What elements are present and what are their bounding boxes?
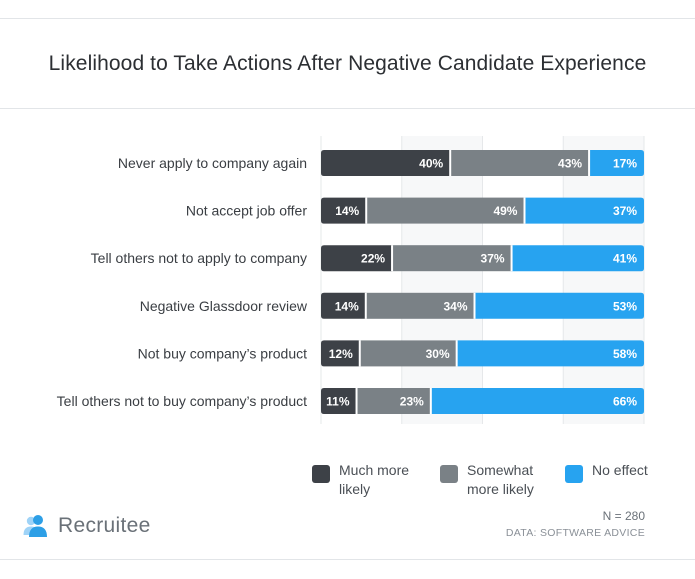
data-label-never-apply-to-company-again-somewhat-more-likely: 43%: [558, 157, 582, 171]
data-label-not-accept-job-offer-much-more-likely: 14%: [335, 204, 359, 218]
legend-item-much-more-likely: Much more likely: [312, 461, 425, 499]
data-label-tell-others-not-to-buy-company-s-product-somewhat-more-likely: 23%: [400, 395, 424, 409]
bar-tell-others-not-to-buy-company-s-product-much-more-likely: [321, 388, 357, 414]
grid-band: [401, 136, 483, 424]
data-label-negative-glassdoor-review-no-effect: 53%: [613, 299, 637, 313]
category-label-negative-glassdoor-review: Negative Glassdoor review: [140, 298, 308, 314]
bar-negative-glassdoor-review-much-more-likely: [321, 292, 366, 319]
legend-swatch-somewhat-more-likely: [440, 465, 458, 483]
bar-negative-glassdoor-review-no-effect: [474, 292, 644, 319]
legend-label-no-effect: No effect: [592, 462, 648, 478]
bar-tell-others-not-to-apply-to-company-somewhat-more-likely: [392, 245, 512, 272]
bar-never-apply-to-company-again-somewhat-more-likely: [450, 150, 590, 176]
data-label-not-buy-company-s-product-no-effect: 58%: [613, 347, 637, 361]
chart-title: Likelihood to Take Actions After Negativ…: [48, 52, 647, 75]
bottom-rule: [0, 559, 695, 560]
brand-name: Recruitee: [58, 514, 151, 537]
legend-item-somewhat-more-likely: Somewhat more likely: [440, 461, 551, 499]
grid-band: [482, 136, 564, 424]
data-label-negative-glassdoor-review-much-more-likely: 14%: [335, 299, 359, 313]
stacked-bar-chart: 40% 43% 17% 14% 49% 37% 22% 37% 41% 14% 34% 53% 12% 3…: [57, 136, 645, 424]
top-rule: [0, 18, 695, 19]
bar-negative-glassdoor-review-somewhat-more-likely: [365, 292, 475, 319]
title-divider: [0, 108, 695, 109]
bar-never-apply-to-company-again-no-effect: [589, 150, 644, 176]
data-label-tell-others-not-to-buy-company-s-product-much-more-likely: 11%: [326, 395, 350, 409]
brand-logo: Recruitee: [22, 513, 151, 539]
legend-item-no-effect: No effect: [565, 461, 648, 483]
data-label-negative-glassdoor-review-somewhat-more-likely: 34%: [443, 299, 467, 313]
data-label-tell-others-not-to-apply-to-company-much-more-likely: 22%: [361, 252, 385, 266]
bar-not-buy-company-s-product-no-effect: [456, 340, 644, 367]
legend-label-much-more-likely: Much more likely: [339, 462, 410, 497]
bar-tell-others-not-to-buy-company-s-product-no-effect: [430, 388, 644, 414]
category-label-not-accept-job-offer: Not accept job offer: [186, 203, 307, 219]
data-label-not-buy-company-s-product-somewhat-more-likely: 30%: [426, 347, 450, 361]
recruitee-logo-icon: [23, 515, 47, 537]
legend-swatch-no-effect: [565, 465, 583, 483]
data-label-not-buy-company-s-product-much-more-likely: 12%: [329, 347, 353, 361]
bar-not-buy-company-s-product-much-more-likely: [321, 340, 360, 367]
category-label-never-apply-to-company-again: Never apply to company again: [118, 155, 307, 171]
category-label-not-buy-company-s-product: Not buy company’s product: [138, 345, 307, 361]
category-label-tell-others-not-to-apply-to-company: Tell others not to apply to company: [91, 250, 307, 266]
data-label-tell-others-not-to-apply-to-company-no-effect: 41%: [613, 252, 637, 266]
bar-never-apply-to-company-again-much-more-likely: [321, 150, 451, 176]
bar-not-buy-company-s-product-somewhat-more-likely: [359, 340, 457, 367]
legend-label-somewhat-more-likely: Somewhat more likely: [467, 462, 534, 497]
bar-tell-others-not-to-apply-to-company-no-effect: [511, 245, 644, 272]
data-label-not-accept-job-offer-no-effect: 37%: [613, 204, 637, 218]
bar-tell-others-not-to-apply-to-company-much-more-likely: [321, 245, 393, 272]
data-label-tell-others-not-to-apply-to-company-somewhat-more-likely: 37%: [481, 252, 505, 266]
legend-swatch-much-more-likely: [312, 465, 330, 483]
bar-not-accept-job-offer-much-more-likely: [321, 197, 367, 224]
data-label-never-apply-to-company-again-no-effect: 17%: [613, 157, 637, 171]
bar-tell-others-not-to-buy-company-s-product-somewhat-more-likely: [356, 388, 431, 414]
data-label-not-accept-job-offer-somewhat-more-likely: 49%: [493, 204, 517, 218]
data-source: DATA: SOFTWARE ADVICE: [505, 527, 645, 539]
category-label-tell-others-not-to-buy-company-s-product: Tell others not to buy company’s product: [57, 393, 307, 409]
grid-band: [321, 136, 402, 424]
bar-not-accept-job-offer-somewhat-more-likely: [366, 197, 525, 224]
grid-band: [563, 136, 644, 424]
sample-size: N = 280: [602, 509, 645, 523]
data-label-never-apply-to-company-again-much-more-likely: 40%: [419, 157, 443, 171]
data-label-tell-others-not-to-buy-company-s-product-no-effect: 66%: [613, 395, 637, 409]
bar-not-accept-job-offer-no-effect: [524, 197, 644, 224]
